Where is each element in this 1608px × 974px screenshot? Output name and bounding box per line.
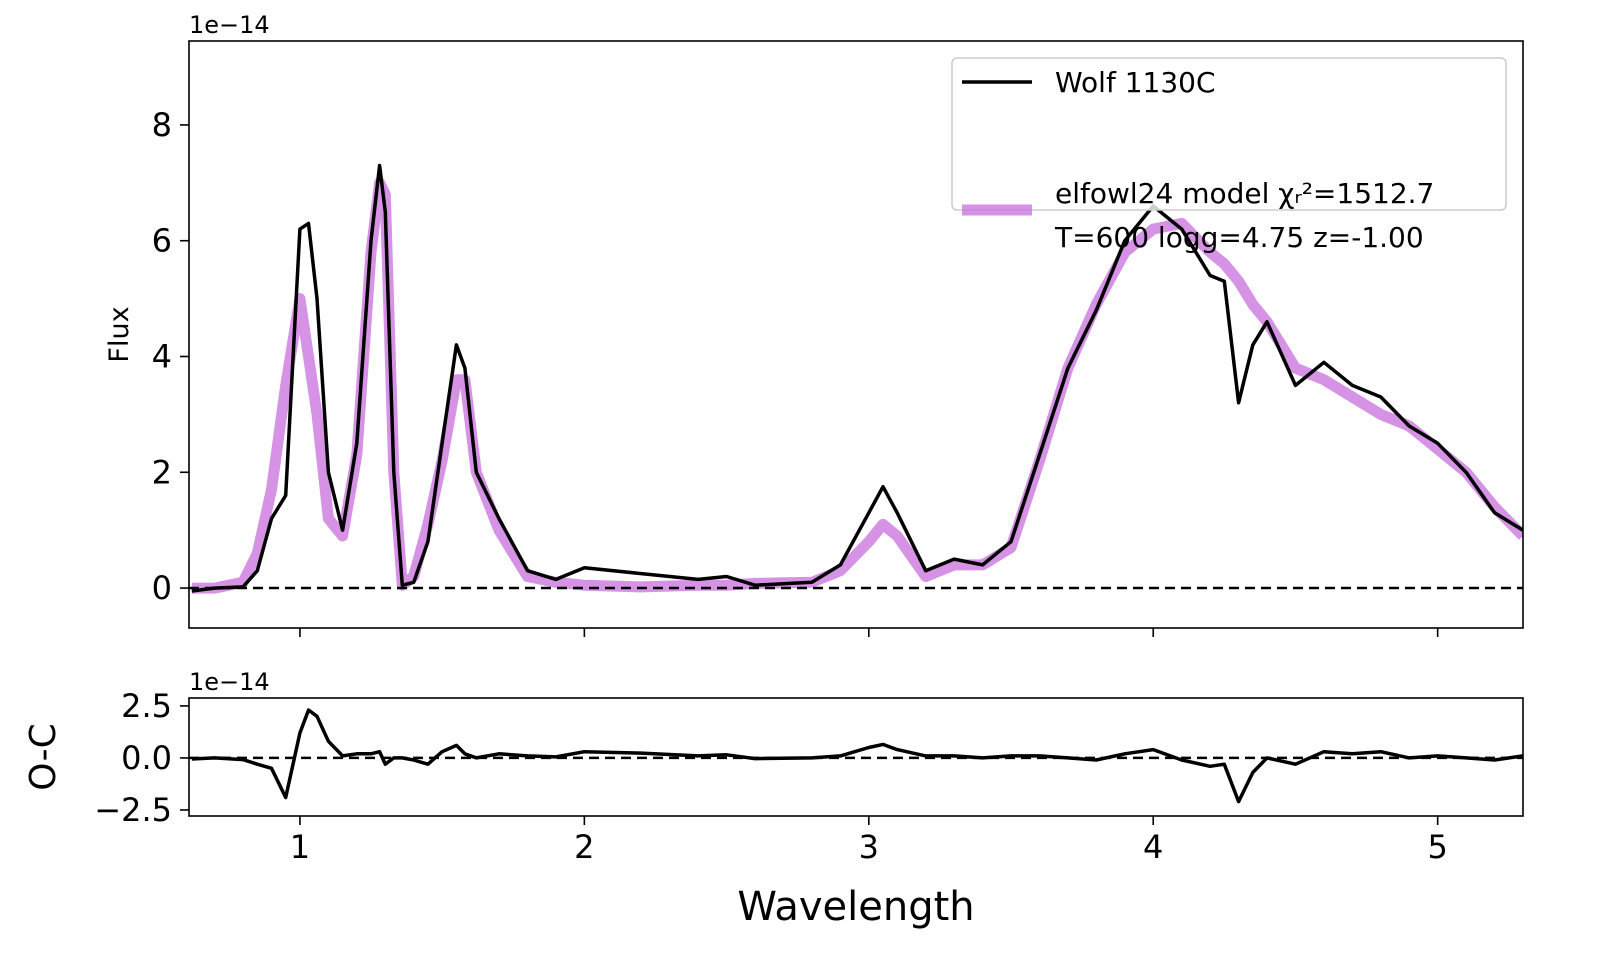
axes-frame [188,40,1524,629]
x-tick-label: 5 [1427,828,1447,866]
y-tick-label: 4 [152,337,172,375]
plot-area [189,708,1523,804]
y-tick-label: −2.5 [94,791,172,829]
axes-frame [188,697,1524,817]
y-tick-label: 2.5 [121,687,172,725]
plot-area [189,163,1523,594]
legend-frame [951,57,1507,211]
y-axis-label: Flux [104,306,135,362]
x-tick-label: 2 [574,828,594,866]
y-axis-label: O-C [23,723,64,790]
x-tick-label: 4 [1143,828,1163,866]
legend: Wolf 1130C elfowl24 model χᵣ²=1512.7 T=600… [951,57,1507,254]
y-tick-label: 8 [152,106,172,144]
legend-label: Wolf 1130C [1055,66,1216,99]
x-axis-label: Wavelength [737,884,974,930]
x-tick-label: 1 [290,828,310,866]
y-tick-label: 2 [152,453,172,491]
y-tick-label: 0 [152,569,172,607]
x-tick-label: 3 [859,828,879,866]
series-line [191,163,1523,593]
y-tick-label: 6 [152,222,172,260]
y-tick-label: 0.0 [121,739,172,777]
series-line [191,708,1523,804]
legend-label: elfowl24 model χᵣ²=1512.7 [1055,177,1434,210]
legend-label: T=600 logg=4.75 z=-1.00 [1054,221,1424,254]
series-line [191,177,1523,594]
offset-label: 1e−14 [189,668,270,696]
offset-label: 1e−14 [189,11,270,39]
